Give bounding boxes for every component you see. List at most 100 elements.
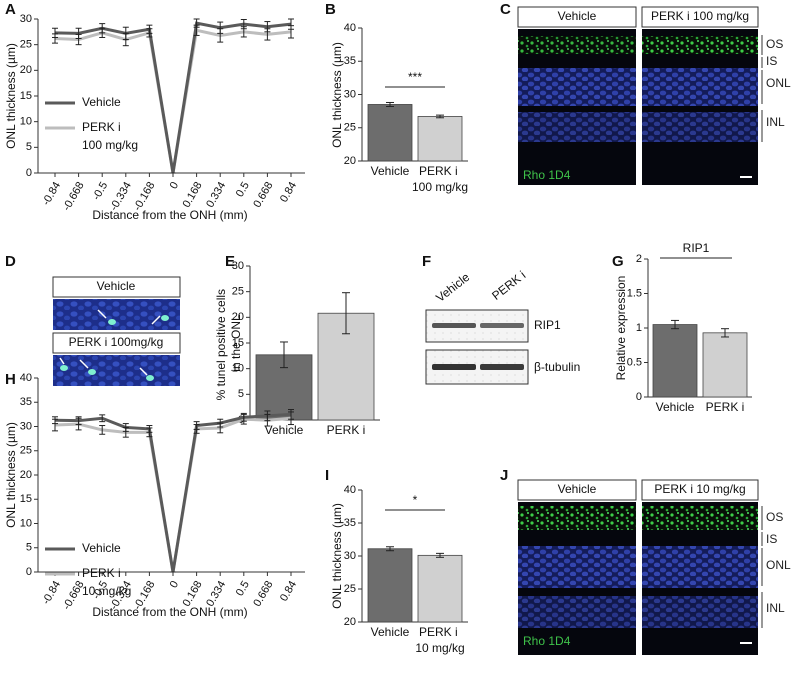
- y-tick-label: 5: [26, 141, 32, 153]
- panel-letter: J: [500, 467, 508, 484]
- x-tick-label: -0.668: [61, 180, 87, 213]
- x-tick-label: Vehicle: [371, 625, 410, 639]
- bar: [417, 554, 463, 623]
- panel-letter: A: [5, 1, 16, 18]
- x-tick-label: Vehicle: [656, 400, 695, 414]
- y-tick-label: 10: [20, 517, 32, 529]
- onl-layer: [642, 546, 758, 588]
- y-tick-label: 10: [232, 363, 244, 375]
- y-axis-label: ONL thickness (µm): [4, 43, 18, 149]
- annotation: *: [413, 493, 418, 507]
- x-tick-label: PERK i: [327, 423, 366, 437]
- layer-label: IS: [766, 532, 777, 546]
- x-tick-label: 0.84: [278, 180, 299, 205]
- panel-letter: E: [225, 253, 235, 270]
- x-tick-label: Vehicle: [371, 164, 410, 178]
- micrograph: [53, 299, 180, 330]
- western-blot-panel-f: Vehicle PERK i RIP1 β-tubulin: [425, 268, 580, 385]
- y-tick-label: 30: [20, 13, 32, 25]
- y-tick-label: 1: [636, 322, 642, 334]
- stain-label: Rho 1D4: [523, 168, 571, 182]
- x-tick-label: PERK i 100 mg/kg: [412, 164, 468, 194]
- layer-label: IS: [766, 54, 777, 68]
- y-axis-label: ONL thickness (µm): [330, 42, 344, 148]
- onl-layer: [642, 68, 758, 106]
- x-tick-label: 0.668: [251, 180, 275, 210]
- legend-label: PERK i 100 mg/kg: [82, 120, 138, 152]
- x-axis-label: Distance from the ONH (mm): [92, 208, 247, 222]
- x-tick-label: -0.84: [40, 180, 63, 208]
- bar: [367, 104, 413, 162]
- os-layer: [518, 506, 636, 530]
- panel-letter: G: [612, 253, 624, 270]
- band: [480, 323, 524, 328]
- os-layer: [642, 36, 758, 54]
- panel-letter: D: [5, 253, 16, 270]
- inl-layer: [642, 596, 758, 628]
- y-tick-label: 30: [232, 260, 244, 272]
- inl-layer: [518, 112, 636, 142]
- y-tick-label: 1.5: [627, 287, 642, 299]
- y-tick-label: 20: [344, 616, 356, 628]
- y-tick-label: 0: [26, 566, 32, 578]
- x-tick-label: 0.5: [234, 180, 252, 199]
- header-box: [52, 332, 181, 354]
- stain-label: Rho 1D4: [523, 634, 571, 648]
- header-label: PERK i 100mg/kg: [69, 335, 164, 349]
- y-tick-label: 20: [344, 155, 356, 167]
- y-tick-label: 15: [20, 90, 32, 102]
- y-tick-label: 30: [344, 88, 356, 100]
- lane-label: Vehicle: [433, 270, 472, 305]
- header-box: [52, 276, 181, 298]
- legend-label: Vehicle: [82, 95, 121, 109]
- x-tick-label: 0.334: [204, 180, 228, 210]
- y-tick-label: 0: [26, 167, 32, 179]
- os-layer: [642, 506, 758, 530]
- onl-layer: [518, 546, 636, 588]
- band-label: RIP1: [534, 318, 561, 332]
- layer-label: INL: [766, 601, 785, 615]
- panel-letter: F: [422, 253, 431, 270]
- header-label: Vehicle: [558, 9, 597, 23]
- y-axis-label: Relative expression: [614, 276, 628, 381]
- layer-label: ONL: [766, 558, 791, 572]
- panel-letter: C: [500, 1, 511, 18]
- x-tick-label: -0.84: [40, 579, 63, 607]
- y-tick-label: 25: [344, 583, 356, 595]
- arrows: [59, 309, 161, 376]
- header-box: [641, 6, 759, 28]
- y-axis-label: % tunel positive cells in the ONL: [214, 286, 243, 401]
- y-tick-label: 2: [636, 253, 642, 265]
- lane-label: PERK i: [489, 268, 528, 303]
- bar: [417, 116, 463, 162]
- x-tick-label: 0.668: [251, 579, 275, 609]
- header-box: [517, 6, 637, 28]
- y-tick-label: 0: [636, 391, 642, 403]
- x-tick-label: Vehicle: [265, 423, 304, 437]
- y-tick-label: 30: [20, 420, 32, 432]
- x-axis-label: Distance from the ONH (mm): [92, 605, 247, 619]
- y-tick-label: 25: [20, 445, 32, 457]
- y-tick-label: 20: [20, 469, 32, 481]
- bar: [255, 354, 313, 421]
- micrograph-panel-c: Vehicle PERK i 100 mg/kg Rho 1D4 OS IS O…: [517, 6, 791, 185]
- micrograph-panel-d: Vehicle PERK i 100mg/kg: [52, 276, 181, 386]
- x-tick-label: PERK i 10 mg/kg: [415, 625, 464, 655]
- y-tick-label: 5: [26, 542, 32, 554]
- y-tick-label: 35: [344, 55, 356, 67]
- panel-letter: B: [325, 1, 336, 18]
- x-tick-label: PERK i: [706, 400, 745, 414]
- inl-layer: [518, 596, 636, 628]
- x-tick-label: -0.5: [90, 180, 110, 202]
- x-tick-label: 0.168: [181, 180, 205, 210]
- bar: [652, 324, 698, 398]
- panel-letters: A B C D E F G H I J: [5, 1, 624, 484]
- y-tick-label: 35: [344, 517, 356, 529]
- x-tick-label: 0.84: [278, 579, 299, 604]
- y-tick-label: 35: [20, 396, 32, 408]
- x-tick-label: 0: [168, 579, 181, 590]
- y-tick-label: 0.5: [627, 356, 642, 368]
- header-box: [517, 479, 637, 501]
- y-tick-label: 10: [20, 116, 32, 128]
- header-label: PERK i 10 mg/kg: [654, 482, 745, 496]
